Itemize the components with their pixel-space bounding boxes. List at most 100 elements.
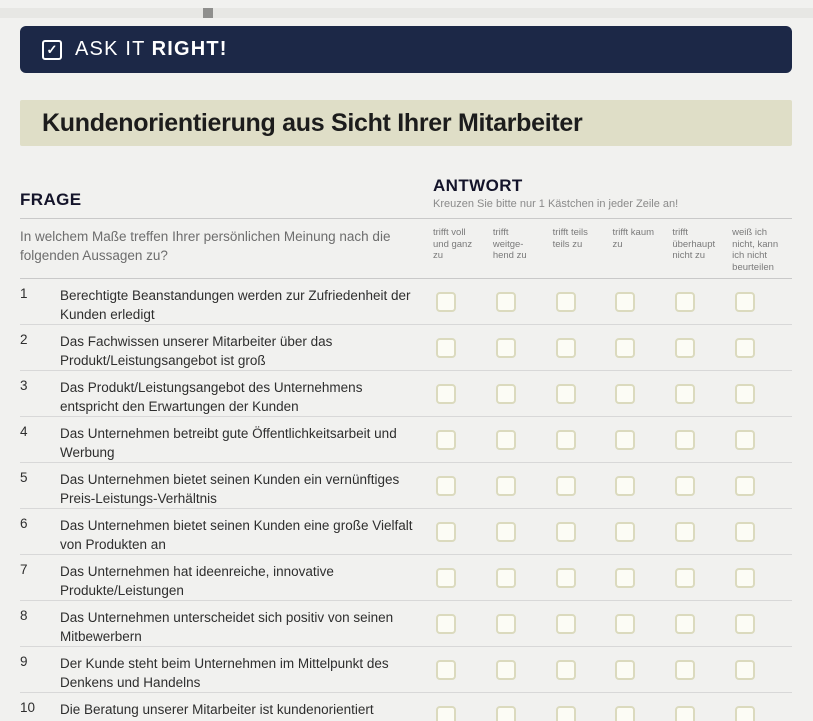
question-row: 5 Das Unternehmen bietet seinen Kunden ei… [20,463,792,509]
answer-checkbox[interactable] [555,567,576,588]
answer-checkbox[interactable] [615,291,636,312]
answer-cell [553,417,613,462]
answer-cell [433,325,493,370]
answer-checkbox[interactable] [436,521,456,542]
answer-checkbox[interactable] [436,475,456,496]
answer-checkbox[interactable] [495,521,516,542]
answer-checkbox[interactable] [495,383,516,404]
answer-checkbox[interactable] [495,475,516,496]
answer-checkbox[interactable] [735,475,756,496]
answer-checkbox[interactable] [555,383,576,404]
answer-cell [433,601,493,646]
question-text: Der Kunde steht beim Unternehmen im Mitt… [60,656,389,690]
answer-checkbox[interactable] [735,521,756,542]
answer-checkbox[interactable] [675,383,696,404]
answer-checkbox[interactable] [555,659,576,680]
answer-checkbox[interactable] [735,659,756,680]
answer-cell [612,417,672,462]
answer-checkbox[interactable] [615,383,636,404]
answer-checkbox[interactable] [436,567,456,588]
answer-cell [433,279,493,324]
antwort-hint: Kreuzen Sie bitte nur 1 Kästchen in jede… [433,198,679,210]
answer-checkbox[interactable] [555,613,576,634]
answer-cell [433,693,493,721]
answer-checkbox[interactable] [495,291,516,312]
question-text: Die Beratung unserer Mitarbeiter ist kun… [60,702,374,717]
frage-heading: FRAGE [20,190,82,209]
answer-cell [433,555,493,600]
answer-checkbox[interactable] [495,659,516,680]
answer-cell [612,555,672,600]
answer-checkbox[interactable] [735,613,756,634]
answer-cell [553,463,613,508]
question-number: 3 [20,378,28,393]
question-text: Das Unternehmen betreibt gute Öffentlich… [60,426,397,460]
answer-cell [732,371,792,416]
answer-checkbox[interactable] [735,567,756,588]
answer-checkbox[interactable] [675,705,696,721]
answer-cell [493,647,553,692]
answer-cell [672,555,732,600]
answer-checkbox[interactable] [675,337,696,358]
answer-cell [672,647,732,692]
answer-checkbox[interactable] [436,337,456,358]
answer-checkbox[interactable] [495,337,516,358]
answer-checkbox[interactable] [495,705,516,721]
answer-checkbox[interactable] [436,291,456,312]
answer-checkbox[interactable] [495,567,516,588]
answer-checkbox[interactable] [735,383,756,404]
answer-checkbox[interactable] [615,429,636,450]
answer-column-header: weiß ich nicht, kann ich nicht beurteile… [732,227,779,273]
answer-checkbox[interactable] [555,337,576,358]
answer-checkbox[interactable] [615,475,636,496]
answer-checkbox[interactable] [735,429,756,450]
question-number: 8 [20,608,28,623]
answer-checkbox[interactable] [436,659,456,680]
top-strip-fragment [203,8,213,18]
question-number: 9 [20,654,28,669]
answer-checkbox[interactable] [735,705,756,721]
answer-checkbox[interactable] [615,337,636,358]
answer-cell [672,279,732,324]
answer-cell [612,647,672,692]
answer-checkbox[interactable] [436,705,456,721]
question-row: 1 Berechtigte Beanstandungen werden zur Z… [20,279,792,325]
answer-checkbox[interactable] [555,291,576,312]
answer-checkbox[interactable] [436,613,456,634]
answer-cell [553,601,613,646]
answer-checkbox[interactable] [555,475,576,496]
answer-checkbox[interactable] [615,613,636,634]
question-number: 4 [20,424,28,439]
answer-checkbox[interactable] [735,337,756,358]
answer-cell [672,509,732,554]
answer-checkbox[interactable] [735,291,756,312]
answer-checkbox[interactable] [615,521,636,542]
answer-checkbox[interactable] [495,429,516,450]
answer-checkbox[interactable] [615,705,636,721]
answer-cell [732,509,792,554]
answer-checkbox[interactable] [675,429,696,450]
app-title: ASK IT RIGHT! [75,38,228,61]
answer-checkbox[interactable] [675,521,696,542]
answer-column-header: trifft weitge-hend zu [492,227,527,261]
answer-checkbox[interactable] [555,429,576,450]
question-row: 3 Das Produkt/Leistungsangebot des Untern… [20,371,792,417]
answer-cell [612,601,672,646]
answer-checkbox[interactable] [675,475,696,496]
answer-checkbox[interactable] [675,567,696,588]
answer-cell [493,509,553,554]
answer-checkbox[interactable] [615,659,636,680]
answer-checkbox[interactable] [555,705,576,721]
answer-column-header: trifft voll und ganz zu [433,227,473,261]
answer-checkbox[interactable] [675,291,696,312]
answer-checkbox[interactable] [495,613,516,634]
answer-checkbox[interactable] [555,521,576,542]
app-title-bold: RIGHT! [151,38,228,60]
answer-checkbox[interactable] [436,383,456,404]
answer-checkbox[interactable] [675,659,696,680]
top-strip [0,8,813,18]
answer-checkbox[interactable] [675,613,696,634]
answer-checkbox[interactable] [436,429,456,450]
answer-checkbox[interactable] [615,567,636,588]
answer-cell [493,555,553,600]
